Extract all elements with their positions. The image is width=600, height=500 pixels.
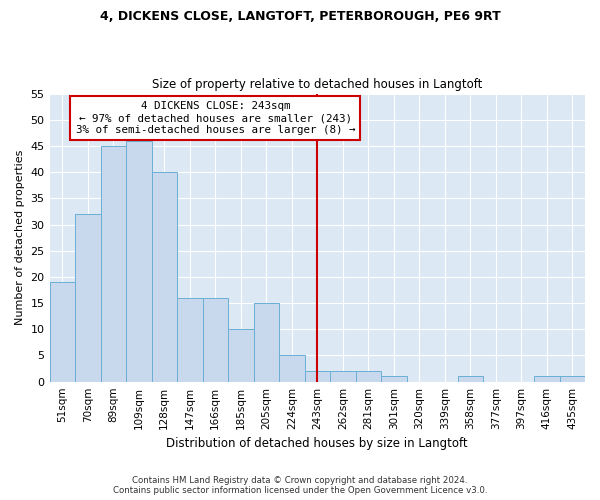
Bar	[279, 356, 305, 382]
Y-axis label: Number of detached properties: Number of detached properties	[15, 150, 25, 326]
Bar	[177, 298, 203, 382]
Bar	[101, 146, 126, 382]
X-axis label: Distribution of detached houses by size in Langtoft: Distribution of detached houses by size …	[166, 437, 468, 450]
Text: 4, DICKENS CLOSE, LANGTOFT, PETERBOROUGH, PE6 9RT: 4, DICKENS CLOSE, LANGTOFT, PETERBOROUGH…	[100, 10, 500, 23]
Bar	[330, 371, 356, 382]
Bar	[203, 298, 228, 382]
Bar	[126, 140, 152, 382]
Bar	[228, 330, 254, 382]
Bar	[534, 376, 560, 382]
Bar	[356, 371, 381, 382]
Bar	[254, 303, 279, 382]
Title: Size of property relative to detached houses in Langtoft: Size of property relative to detached ho…	[152, 78, 482, 91]
Bar	[560, 376, 585, 382]
Text: Contains HM Land Registry data © Crown copyright and database right 2024.
Contai: Contains HM Land Registry data © Crown c…	[113, 476, 487, 495]
Bar	[50, 282, 75, 382]
Text: 4 DICKENS CLOSE: 243sqm
← 97% of detached houses are smaller (243)
3% of semi-de: 4 DICKENS CLOSE: 243sqm ← 97% of detache…	[76, 102, 355, 134]
Bar	[152, 172, 177, 382]
Bar	[75, 214, 101, 382]
Bar	[305, 371, 330, 382]
Bar	[458, 376, 483, 382]
Bar	[381, 376, 407, 382]
